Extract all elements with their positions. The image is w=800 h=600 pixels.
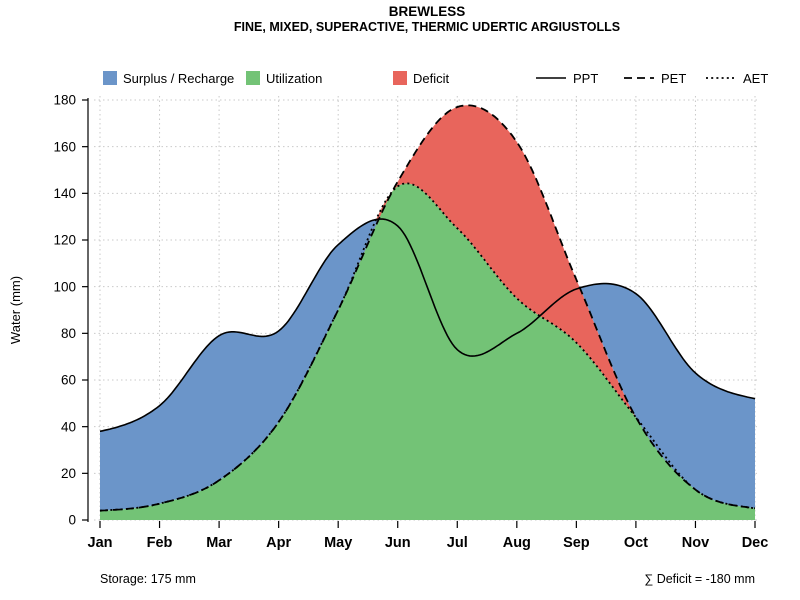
surplus-legend-swatch <box>103 71 117 85</box>
x-tick-label: Feb <box>147 535 173 551</box>
ppt-line <box>99 218 756 433</box>
x-axis: Jan Feb Mar Apr May Jun Jul Aug Sep Oct Nov Dec <box>88 521 769 551</box>
chart-legend: Surplus / Recharge Utilization Deficit P… <box>103 71 768 86</box>
x-tick-label: Apr <box>266 535 291 551</box>
x-tick-label: Jun <box>385 535 411 551</box>
y-tick-label: 20 <box>61 466 76 481</box>
y-tick-label: 80 <box>61 326 76 341</box>
x-tick-label: Aug <box>503 535 531 551</box>
y-tick-label: 180 <box>53 93 76 108</box>
utilization-legend-swatch <box>246 71 260 85</box>
aet-legend-label: AET <box>743 71 768 86</box>
y-tick-label: 0 <box>68 513 76 528</box>
y-tick-label: 120 <box>53 233 76 248</box>
y-axis: Water (mm) 0 20 40 60 80 100 120 140 160 180 <box>8 93 89 528</box>
utilization-legend-label: Utilization <box>266 71 322 86</box>
y-axis-title: Water (mm) <box>8 276 23 344</box>
x-tick-label: Dec <box>742 535 769 551</box>
chart-subtitle: FINE, MIXED, SUPERACTIVE, THERMIC UDERTI… <box>234 20 620 34</box>
ppt-legend-label: PPT <box>573 71 598 86</box>
x-tick-label: Sep <box>563 535 590 551</box>
storage-annotation: Storage: 175 mm <box>100 572 196 586</box>
pet-legend-label: PET <box>661 71 686 86</box>
x-tick-label: May <box>324 535 352 551</box>
x-tick-label: Nov <box>682 535 709 551</box>
y-tick-label: 60 <box>61 373 76 388</box>
surplus-legend-label: Surplus / Recharge <box>123 71 234 86</box>
x-tick-label: Mar <box>206 535 232 551</box>
y-tick-label: 160 <box>53 139 76 154</box>
surplus-area <box>100 105 755 511</box>
pet-line <box>99 104 756 512</box>
utilization-area <box>100 183 755 520</box>
chart-title: BREWLESS <box>389 4 466 19</box>
y-tick-label: 100 <box>53 279 76 294</box>
x-tick-label: Jul <box>447 535 468 551</box>
x-tick-label: Jan <box>88 535 113 551</box>
x-tick-label: Oct <box>624 535 648 551</box>
y-tick-label: 40 <box>61 419 76 434</box>
deficit-legend-label: Deficit <box>413 71 450 86</box>
deficit-area <box>100 105 755 511</box>
y-tick-label: 140 <box>53 186 76 201</box>
deficit-sum-annotation: ∑ Deficit = -180 mm <box>644 572 755 586</box>
deficit-legend-swatch <box>393 71 407 85</box>
